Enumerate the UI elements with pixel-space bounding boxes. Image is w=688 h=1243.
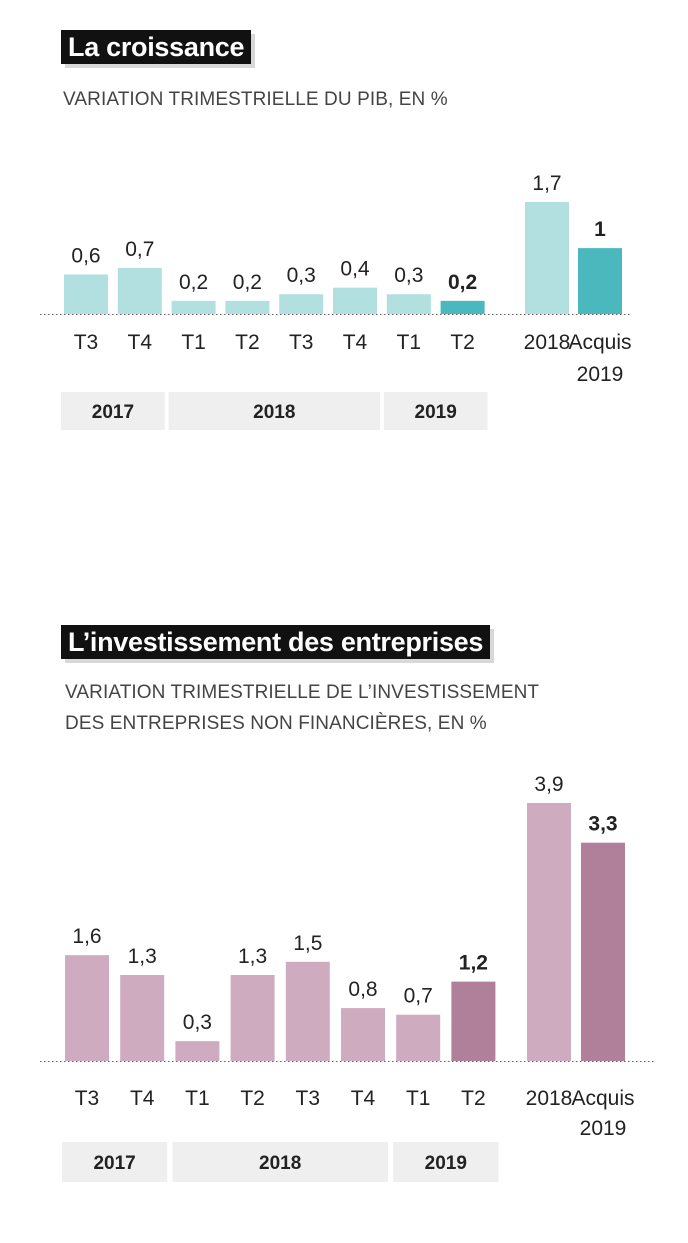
data-label: 0,3 xyxy=(183,1011,212,1034)
annual-tick-label: 2019 xyxy=(577,363,624,386)
bar xyxy=(120,975,165,1061)
data-label: 0,6 xyxy=(71,244,100,267)
chart-subtitle: VARIATION TRIMESTRIELLE DU PIB, EN % xyxy=(63,89,448,110)
data-label: 1,6 xyxy=(72,925,101,948)
bar xyxy=(279,294,324,314)
data-label: 0,2 xyxy=(233,271,262,294)
year-label: 2018 xyxy=(253,402,295,423)
data-label: 0,8 xyxy=(348,978,377,1001)
bar xyxy=(175,1041,220,1061)
bar xyxy=(333,287,377,314)
bar xyxy=(65,955,109,1061)
data-label: 0,4 xyxy=(340,258,370,281)
year-band xyxy=(393,1142,499,1182)
annual-bar xyxy=(581,842,625,1061)
tick-label: T4 xyxy=(343,331,368,354)
bar xyxy=(440,300,485,314)
chart-title: La croissance xyxy=(61,30,252,64)
data-label: 0,2 xyxy=(179,271,208,294)
bar xyxy=(225,300,270,314)
tick-label: T2 xyxy=(240,1087,265,1110)
data-label: 1,2 xyxy=(459,952,488,975)
data-label: 1,3 xyxy=(238,945,267,968)
bar xyxy=(451,981,496,1061)
annual-bar xyxy=(525,202,569,314)
annual-data-label: 1,7 xyxy=(532,172,561,195)
year-band xyxy=(168,392,380,430)
data-label: 0,7 xyxy=(404,985,433,1008)
tick-label: T4 xyxy=(128,331,153,354)
year-band xyxy=(383,392,488,430)
tick-label: T4 xyxy=(351,1087,376,1110)
tick-label: T2 xyxy=(450,331,475,354)
chart-title: L’investissement des entreprises xyxy=(61,625,491,659)
tick-label: T2 xyxy=(235,331,260,354)
year-band xyxy=(172,1142,388,1182)
data-label: 0,3 xyxy=(394,264,423,287)
tick-label: T1 xyxy=(406,1087,431,1110)
bar xyxy=(285,961,330,1061)
annual-data-label: 3,3 xyxy=(588,813,617,836)
chart-subtitle: VARIATION TRIMESTRIELLE DE L’INVESTISSEM… xyxy=(65,677,539,739)
annual-data-label: 3,9 xyxy=(534,773,563,796)
annual-tick-label: Acquis xyxy=(571,1087,634,1110)
year-label: 2018 xyxy=(259,1153,301,1174)
bar xyxy=(117,267,162,314)
annual-tick-label: 2018 xyxy=(526,1087,573,1110)
year-label: 2017 xyxy=(92,402,134,423)
tick-label: T1 xyxy=(185,1087,210,1110)
bar xyxy=(396,1014,441,1061)
data-label: 1,3 xyxy=(128,945,157,968)
bar xyxy=(230,975,275,1061)
bar xyxy=(171,300,216,314)
bar xyxy=(64,274,108,314)
bar-chart-pib: 0,6 T3 0,7 T4 0,2 T1 0,2 T2 0,3 T3 0,4 T4 0,3 T1 0,2 T2… xyxy=(40,172,632,430)
year-label: 2019 xyxy=(415,402,457,423)
tick-label: T3 xyxy=(296,1087,321,1110)
tick-label: T1 xyxy=(397,331,422,354)
annual-data-label: 1 xyxy=(594,218,606,241)
data-label: 0,2 xyxy=(448,271,477,294)
chart-subtitle-line: VARIATION TRIMESTRIELLE DE L’INVESTISSEM… xyxy=(65,682,540,703)
tick-label: T4 xyxy=(130,1087,155,1110)
tick-label: T2 xyxy=(461,1087,486,1110)
data-label: 1,5 xyxy=(293,932,322,955)
year-band xyxy=(61,392,165,430)
chart-subtitle-line: DES ENTREPRISES NON FINANCIÈRES, EN % xyxy=(65,713,487,734)
annual-bar xyxy=(527,803,571,1061)
annual-bar xyxy=(578,248,622,314)
annual-tick-label: 2019 xyxy=(580,1117,627,1140)
tick-label: T1 xyxy=(181,331,206,354)
year-label: 2019 xyxy=(425,1153,467,1174)
tick-label: T3 xyxy=(74,331,99,354)
data-label: 0,7 xyxy=(125,238,154,261)
year-label: 2017 xyxy=(93,1153,135,1174)
bar xyxy=(386,294,431,314)
tick-label: T3 xyxy=(289,331,314,354)
annual-tick-label: 2018 xyxy=(524,331,571,354)
tick-label: T3 xyxy=(75,1087,100,1110)
annual-tick-label: Acquis xyxy=(568,331,631,354)
data-label: 0,3 xyxy=(287,264,316,287)
bar xyxy=(341,1008,385,1061)
year-band xyxy=(62,1142,168,1182)
